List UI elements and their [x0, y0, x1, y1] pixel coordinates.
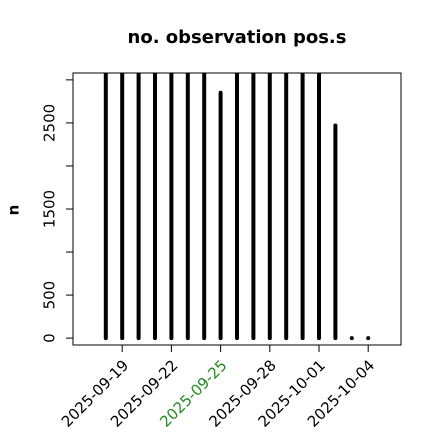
y-tick-label: 500: [41, 281, 59, 310]
y-tick-label: 2500: [41, 104, 59, 142]
y-tick-label: 0: [41, 333, 59, 343]
y-tick-label: 1500: [41, 190, 59, 228]
y-axis-label: n: [5, 205, 23, 216]
chart-title: no. observation pos.s: [128, 27, 347, 48]
